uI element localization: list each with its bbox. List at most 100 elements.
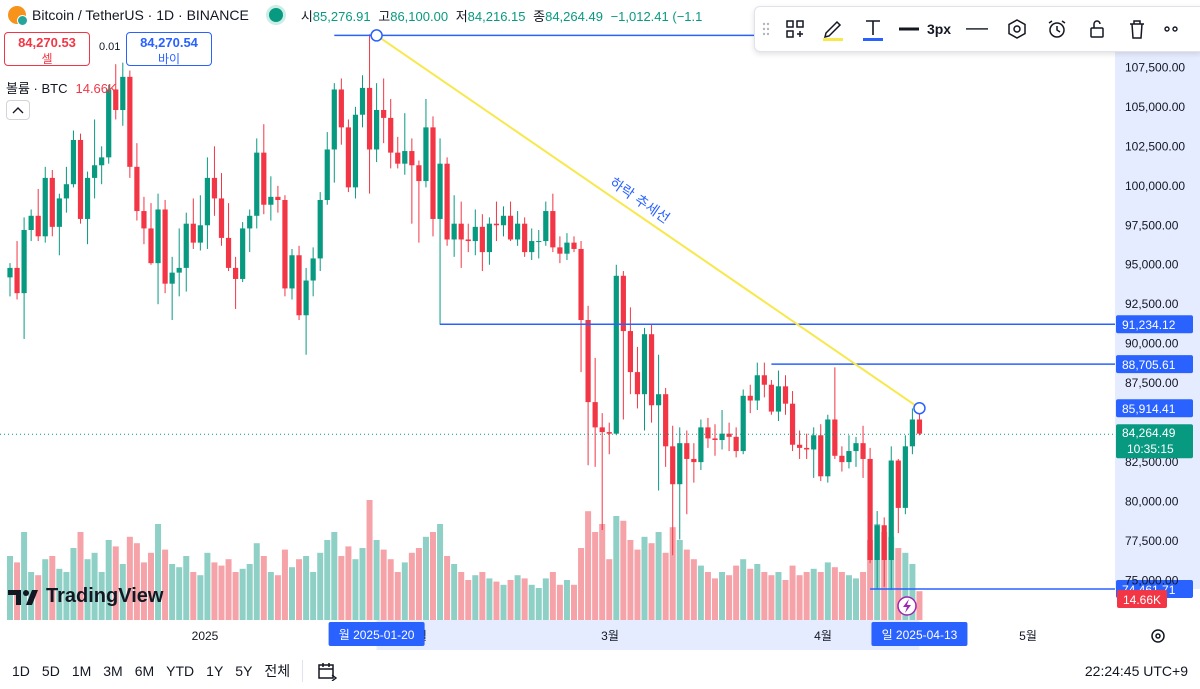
candle-body (345, 127, 351, 188)
candle (486, 217, 492, 265)
candle-body (670, 446, 676, 485)
candle (656, 354, 662, 491)
candle (733, 427, 739, 458)
range-1d[interactable]: 1D (12, 662, 30, 679)
candle-body (21, 230, 27, 294)
candle-body (338, 89, 344, 128)
candle-body (656, 394, 662, 406)
volume-bar (831, 567, 838, 620)
settings-button[interactable] (997, 7, 1037, 51)
candle-body (35, 215, 41, 237)
range-5y[interactable]: 5Y (235, 662, 253, 679)
candle-body (522, 223, 528, 253)
range-1y[interactable]: 1Y (206, 662, 224, 679)
line-style-button[interactable] (957, 7, 997, 51)
volume-bar (733, 565, 740, 620)
price-level-tag (1116, 315, 1193, 334)
volume-bar (578, 548, 585, 620)
volume-bar (726, 575, 733, 620)
candle (479, 214, 485, 272)
candle (458, 201, 464, 268)
go-to-date-button[interactable] (317, 661, 338, 681)
drag-handle-icon[interactable] (755, 7, 777, 51)
candle (225, 203, 232, 272)
price-level-tag (1116, 399, 1193, 418)
hexagon-settings-icon (1008, 19, 1026, 39)
candle-body (28, 215, 34, 230)
candle-body (916, 419, 923, 434)
volume-bar (267, 572, 274, 620)
range-3m[interactable]: 3M (103, 662, 123, 679)
sell-button[interactable]: 84,270.53 셀 (4, 32, 90, 66)
candle-body (395, 152, 401, 164)
volume-bar (232, 572, 239, 620)
calendar-icon (318, 662, 338, 681)
line-color-button[interactable] (813, 7, 853, 51)
range-all[interactable]: 전체 (264, 662, 291, 679)
volume-bar (352, 559, 359, 620)
volume-bar (535, 588, 542, 620)
alert-button[interactable] (1037, 7, 1077, 51)
clock-timezone[interactable]: 22:24:45 UTC+9 (1084, 662, 1188, 679)
volume-legend[interactable]: 볼륨 · BTC 14.66K (6, 78, 117, 97)
volume-bar (91, 552, 98, 620)
volume-bar (507, 580, 514, 620)
price-chart[interactable]: 하락 추세선 109,522.9891,234.1288,705.6185,91… (0, 0, 1200, 652)
more-button[interactable] (1157, 7, 1187, 51)
volume-bar (810, 568, 817, 620)
candle-body (183, 223, 189, 268)
candle-body (437, 163, 443, 219)
collapse-legend-button[interactable] (6, 100, 30, 120)
text-icon (863, 20, 883, 41)
range-5d[interactable]: 5D (41, 662, 60, 679)
volume-bar (613, 516, 620, 620)
candle-body (282, 200, 288, 289)
volume-bar (345, 546, 352, 620)
volume-bar (500, 584, 507, 620)
range-1m[interactable]: 1M (71, 662, 92, 679)
candle-body (84, 177, 91, 219)
price-level-text: 91,234.12 (1122, 318, 1176, 332)
y-tick-label: 97,500.00 (1125, 218, 1179, 232)
candle (536, 230, 542, 259)
text-color-button[interactable] (853, 7, 893, 51)
range-6m[interactable]: 6M (134, 662, 155, 679)
template-button[interactable] (777, 7, 813, 51)
candle-body (233, 267, 239, 279)
line-style-icon (966, 28, 988, 30)
open-label: 시 (300, 8, 313, 24)
candle (56, 193, 62, 256)
candle (423, 98, 429, 188)
volume-bar (281, 549, 288, 620)
volume-bar (620, 520, 627, 620)
candle-body (204, 177, 210, 226)
volume-bar (324, 540, 331, 620)
ohlc-values: 시85,276.91 고86,100.00 저84,216.15 종84,264… (301, 6, 703, 25)
candle (684, 430, 690, 515)
volume-bar (549, 572, 556, 620)
buy-button[interactable]: 84,270.54 바이 (126, 32, 212, 66)
lock-button[interactable] (1077, 7, 1117, 51)
volume-bar (253, 543, 260, 620)
volume-bar (824, 562, 831, 620)
delete-button[interactable] (1117, 7, 1157, 51)
candle (839, 446, 845, 472)
volume-bar (867, 540, 874, 620)
candle (381, 78, 387, 144)
candle (359, 75, 366, 128)
line-width-button[interactable]: 3px (893, 7, 957, 51)
range-ytd[interactable]: YTD (166, 662, 195, 679)
candle-body (49, 177, 55, 227)
candle-body (261, 152, 267, 205)
volume-bar (514, 575, 521, 620)
volume-bar (373, 540, 380, 620)
candle-body (56, 198, 62, 227)
candle-body (63, 184, 69, 199)
volume-bar (761, 572, 768, 620)
volume-bar (782, 580, 789, 620)
close-value: 84,264.49 (545, 8, 603, 24)
symbol-title[interactable]: Bitcoin / TetherUS · 1D · BINANCE (32, 7, 249, 23)
candle-body (811, 435, 817, 450)
buy-label: 바이 (157, 52, 181, 66)
candle-body (176, 267, 182, 273)
